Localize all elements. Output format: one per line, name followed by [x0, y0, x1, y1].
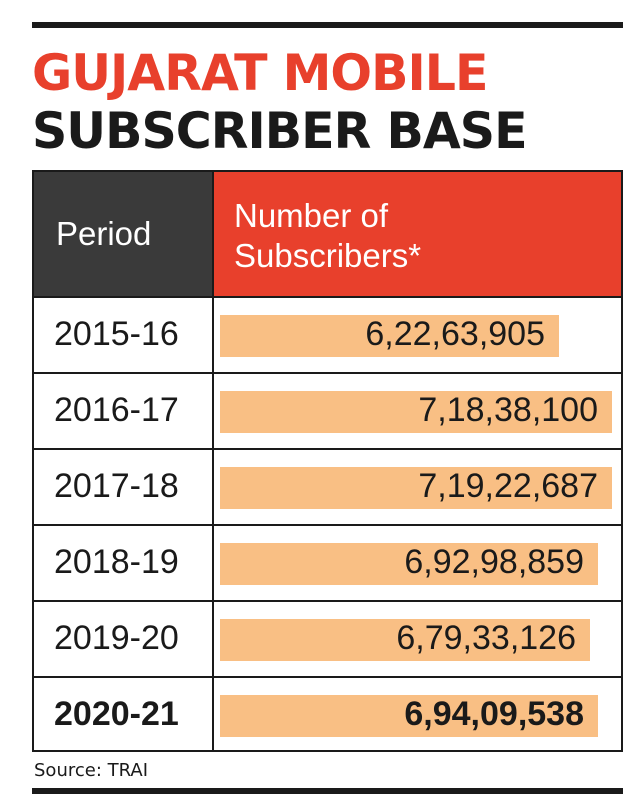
subscriber-bar: [220, 315, 559, 357]
bottom-rule: [32, 788, 623, 794]
chart-title-line-1: GUJARAT MOBILE: [32, 44, 488, 102]
table-row: 2015-16 6,22,63,905: [34, 296, 621, 372]
table-row: 2018-19 6,92,98,859: [34, 524, 621, 600]
period-label: 2019-20: [54, 619, 179, 657]
table-row: 2016-17 7,18,38,100: [34, 372, 621, 448]
period-header-cell: Period: [34, 172, 214, 296]
subscriber-count-label: 7,19,22,687: [418, 467, 598, 505]
subscriber-bar: [220, 619, 590, 661]
subscriber-count-label: 6,79,33,126: [396, 619, 576, 657]
subscriber-bar: [220, 391, 612, 433]
top-rule: [32, 22, 623, 28]
period-label: 2017-18: [54, 467, 179, 505]
subscriber-bar: [220, 695, 598, 737]
subscriber-count-label: 6,92,98,859: [404, 543, 584, 581]
subscriber-table: Period Number of Subscribers* 2015-16 6,2…: [32, 170, 623, 752]
period-cell: 2015-16: [34, 298, 214, 372]
subscriber-bar: [220, 467, 612, 509]
table-row: 2019-20 6,79,33,126: [34, 600, 621, 676]
subscriber-count-label: 6,94,09,538: [404, 695, 584, 733]
period-cell: 2017-18: [34, 450, 214, 524]
subscribers-header: Number of Subscribers*: [234, 197, 422, 274]
subscribers-header-cell: Number of Subscribers*: [214, 172, 621, 296]
subscriber-count-label: 7,18,38,100: [418, 391, 598, 429]
period-cell: 2020-21: [34, 678, 214, 752]
period-label: 2016-17: [54, 391, 179, 429]
period-cell: 2019-20: [34, 602, 214, 676]
period-label: 2018-19: [54, 543, 179, 581]
period-label: 2015-16: [54, 315, 179, 353]
period-cell: 2018-19: [34, 526, 214, 600]
period-header: Period: [56, 215, 152, 252]
subscriber-count-label: 6,22,63,905: [365, 315, 545, 353]
subscriber-bar: [220, 543, 598, 585]
table-row: 2017-18 7,19,22,687: [34, 448, 621, 524]
table-row: 2020-21 6,94,09,538: [34, 676, 621, 752]
period-cell: 2016-17: [34, 374, 214, 448]
source-note: Source: TRAI: [34, 760, 149, 781]
period-label: 2020-21: [54, 695, 179, 733]
chart-title-line-2: SUBSCRIBER BASE: [32, 102, 528, 160]
